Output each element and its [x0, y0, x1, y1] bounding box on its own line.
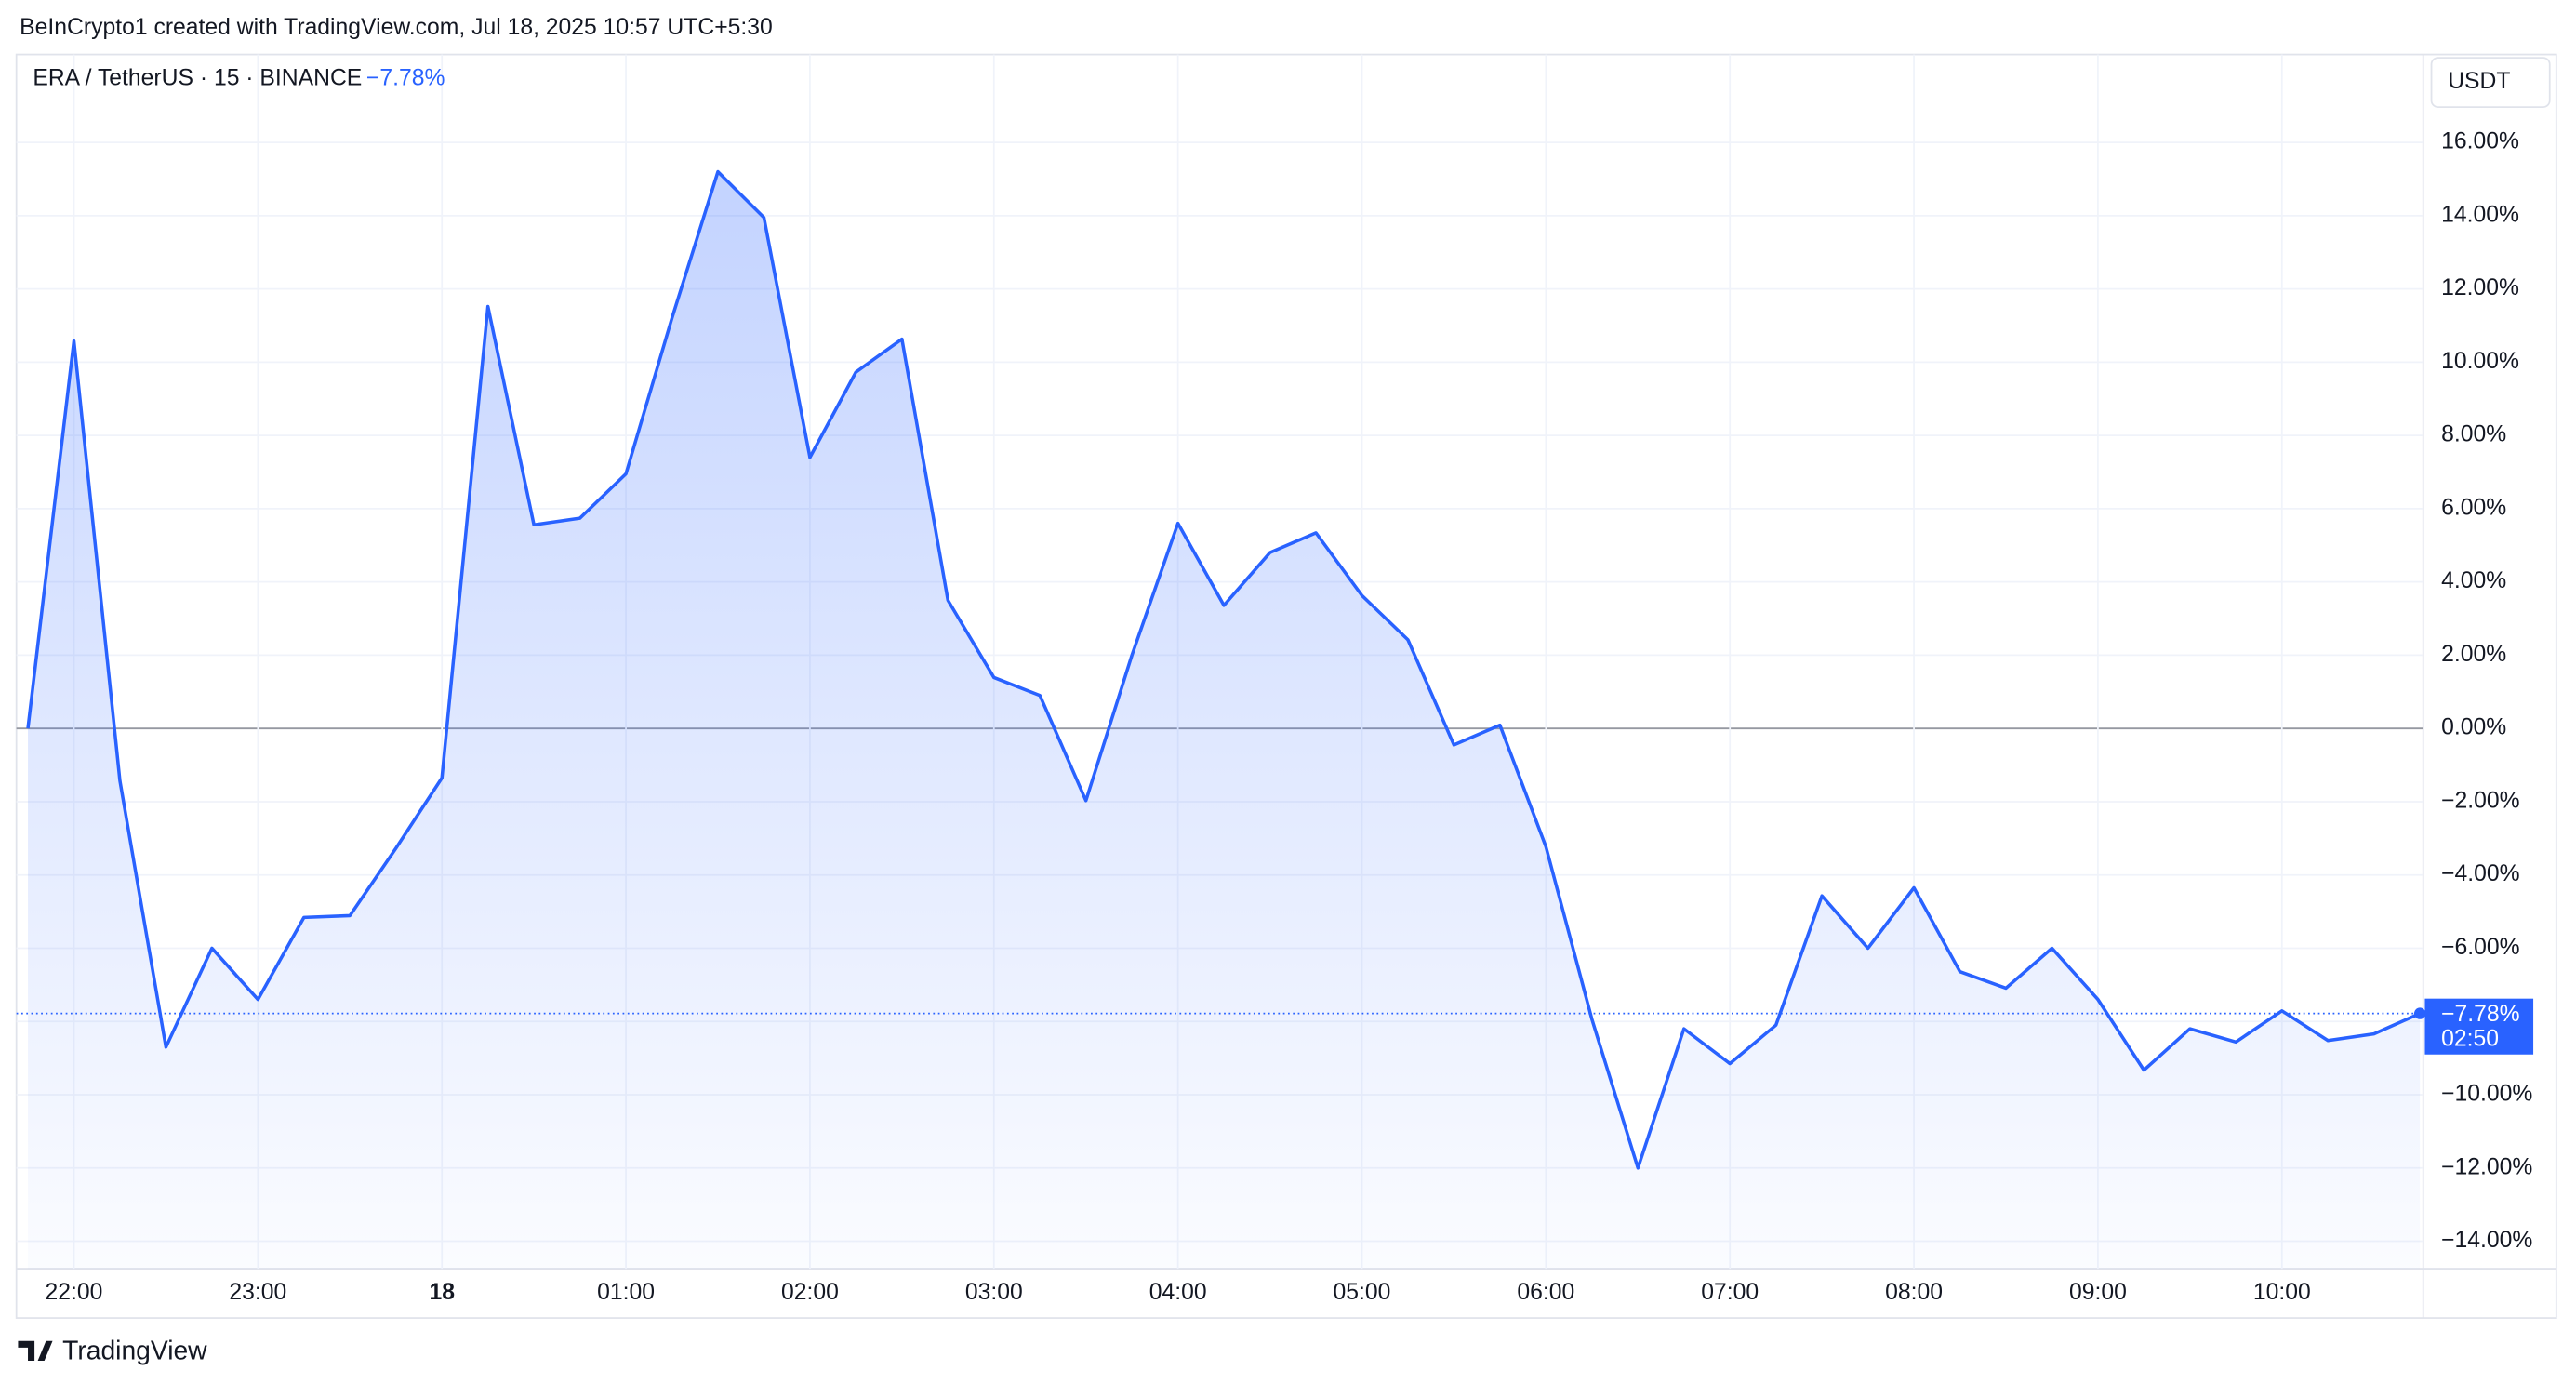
x-tick-label: 22:00: [46, 1280, 103, 1305]
x-tick-label: 06:00: [1517, 1280, 1574, 1305]
logo: TradingView: [62, 1336, 207, 1365]
y-tick-label: −14.00%: [2441, 1228, 2532, 1253]
y-tick-label: 12.00%: [2441, 275, 2519, 300]
countdown: 02:50: [2441, 1026, 2499, 1051]
currency-box[interactable]: [2430, 57, 2551, 108]
y-tick-label: 16.00%: [2441, 129, 2519, 154]
x-tick-label: 07:00: [1701, 1280, 1759, 1305]
frame: [15, 53, 2557, 1319]
change-label: −7.78%: [366, 66, 445, 91]
y-tick-label: 10.00%: [2441, 349, 2519, 374]
area-fill: [28, 171, 2421, 1270]
x-tick-label: 18: [429, 1280, 454, 1305]
x-tick-label: 09:00: [2069, 1280, 2127, 1305]
y-tick-label: −10.00%: [2441, 1082, 2532, 1107]
y-tick-label: −6.00%: [2441, 935, 2520, 960]
y-tick-label: 2.00%: [2441, 642, 2506, 667]
y-tick-label: −4.00%: [2441, 861, 2520, 886]
y-tick-label: 6.00%: [2441, 495, 2506, 520]
legend-title: ERA / TetherUS · 15 · BINANCE: [33, 66, 362, 91]
header: BeInCrypto1 created with TradingView.com…: [20, 15, 773, 40]
x-tick-label: 01:00: [597, 1280, 655, 1305]
y-tick-label: 8.00%: [2441, 422, 2506, 447]
last-point: [2413, 1007, 2426, 1019]
last-value-label: −7.78%: [2441, 1002, 2520, 1027]
line: [26, 169, 2421, 1170]
x-tick-label: 10:00: [2253, 1280, 2311, 1305]
logo-icon: [18, 1340, 53, 1361]
last-value-box: [2424, 998, 2534, 1055]
y-tick-label: 0.00%: [2441, 715, 2506, 740]
y-tick-label: 4.00%: [2441, 568, 2506, 593]
y-tick-label: 14.00%: [2441, 202, 2519, 227]
x-tick-label: 08:00: [1885, 1280, 1943, 1305]
x-tick-label: 04:00: [1149, 1280, 1207, 1305]
x-tick-label: 03:00: [965, 1280, 1023, 1305]
x-tick-label: 23:00: [229, 1280, 286, 1305]
x-tick-label: 05:00: [1334, 1280, 1391, 1305]
x-tick-label: 02:00: [781, 1280, 839, 1305]
currency: USDT: [2448, 69, 2510, 94]
y-tick-label: −12.00%: [2441, 1154, 2532, 1179]
y-tick-label: −2.00%: [2441, 788, 2520, 813]
